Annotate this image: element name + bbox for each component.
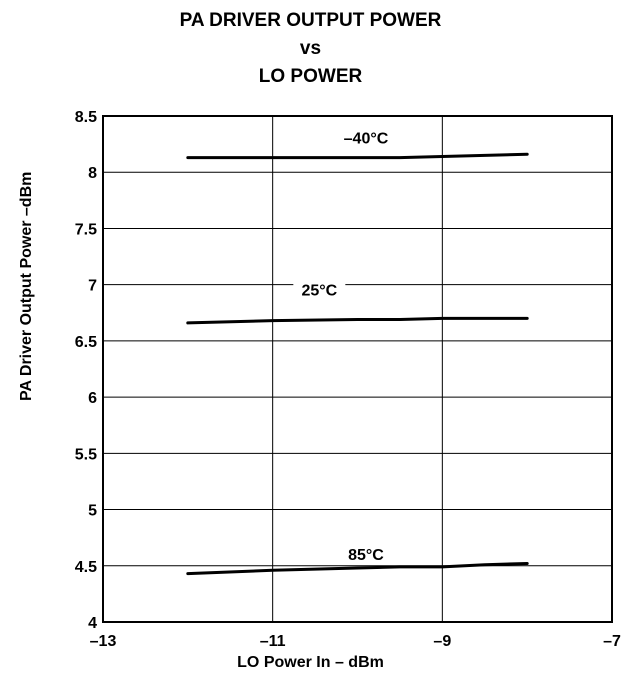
chart-title-line-3: LO POWER xyxy=(258,66,363,87)
series-annotation: 25°C xyxy=(301,283,337,300)
x-tick-label: –7 xyxy=(603,633,621,650)
x-tick-label: –9 xyxy=(433,633,451,650)
y-tick-label: 6 xyxy=(88,390,97,407)
annotation-background xyxy=(334,126,397,149)
series-line-1 xyxy=(186,316,529,325)
y-tick-label: 5 xyxy=(88,503,97,520)
grid-lines xyxy=(103,116,612,622)
y-tick-label: 8 xyxy=(88,165,97,182)
x-axis-label: LO Power In – dBm xyxy=(237,654,384,671)
chart-title-line-2: vs xyxy=(299,38,322,59)
series-lines xyxy=(186,152,529,576)
series-annotation: –40°C xyxy=(344,131,389,148)
x-tick-labels: –13 –11 –9 –7 xyxy=(90,633,621,650)
y-tick-label: 4 xyxy=(88,615,97,632)
annotation-background xyxy=(339,542,392,565)
y-tick-label: 4.5 xyxy=(75,559,97,576)
y-tick-labels: 4 4.5 5 5.5 6 6.5 7 7.5 8 8.5 xyxy=(75,109,97,632)
y-tick-label: 8.5 xyxy=(75,109,97,126)
y-tick-label: 6.5 xyxy=(75,334,97,351)
annotation-background xyxy=(293,278,346,301)
plot-frame xyxy=(102,115,613,623)
y-axis-label: PA Driver Output Power –dBm xyxy=(18,171,35,401)
y-tick-label: 7.5 xyxy=(75,221,97,238)
y-tick-label: 7 xyxy=(88,278,97,295)
x-tick-label: –13 xyxy=(90,633,117,650)
y-tick-label: 5.5 xyxy=(75,446,97,463)
series-line-2 xyxy=(186,562,529,576)
series-annotation: 85°C xyxy=(348,547,384,564)
series-annotations: –40°C 25°C 85°C xyxy=(293,126,397,565)
x-tick-label: –11 xyxy=(260,633,286,650)
chart-title-line-1: PA DRIVER OUTPUT POWER xyxy=(179,10,442,31)
series-line-0 xyxy=(186,152,529,160)
